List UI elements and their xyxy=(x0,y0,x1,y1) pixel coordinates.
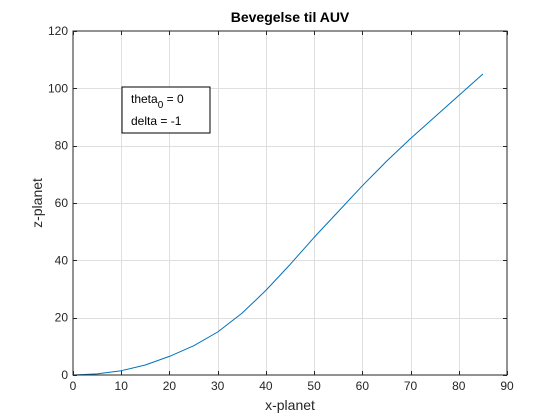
tick-layer xyxy=(73,31,508,376)
x-tick-label: 10 xyxy=(115,379,129,393)
annotation-theta-subscript: 0 xyxy=(158,100,164,111)
annotation-delta-line: delta = -1 xyxy=(131,114,182,128)
series-line xyxy=(72,73,484,376)
x-tick-label: 30 xyxy=(211,379,225,393)
annotation-theta-line: theta0 = 0 xyxy=(131,92,184,111)
tick-label-layer: 0 10 20 30 40 50 60 70 80 90 0 20 40 60 80 100 120 xyxy=(48,24,514,393)
x-tick-label: 0 xyxy=(70,379,77,393)
x-tick-label: 50 xyxy=(307,379,321,393)
x-tick-label: 20 xyxy=(163,379,177,393)
x-tick-label: 90 xyxy=(500,379,514,393)
y-tick-label: 0 xyxy=(61,368,68,382)
annotation-theta-value: = 0 xyxy=(163,92,184,106)
x-tick-label: 60 xyxy=(356,379,370,393)
x-tick-label: 80 xyxy=(452,379,466,393)
y-tick-label: 80 xyxy=(55,139,69,153)
series-layer xyxy=(72,73,484,376)
y-tick-label: 20 xyxy=(55,311,69,325)
annotation-theta-label: theta xyxy=(131,92,158,106)
x-tick-label: 70 xyxy=(404,379,418,393)
chart-title: Bevegelse til AUV xyxy=(231,9,350,25)
y-axis-label: z-planet xyxy=(29,178,45,228)
y-tick-label: 60 xyxy=(55,196,69,210)
y-tick-label: 100 xyxy=(48,81,68,95)
x-tick-label: 40 xyxy=(259,379,273,393)
annotation-box: theta0 = 0 delta = -1 xyxy=(121,86,211,134)
y-tick-label: 120 xyxy=(48,24,68,38)
grid-layer xyxy=(73,31,507,375)
annotation-frame xyxy=(121,86,211,134)
y-tick-label: 40 xyxy=(55,253,69,267)
x-axis-label: x-planet xyxy=(265,397,315,413)
